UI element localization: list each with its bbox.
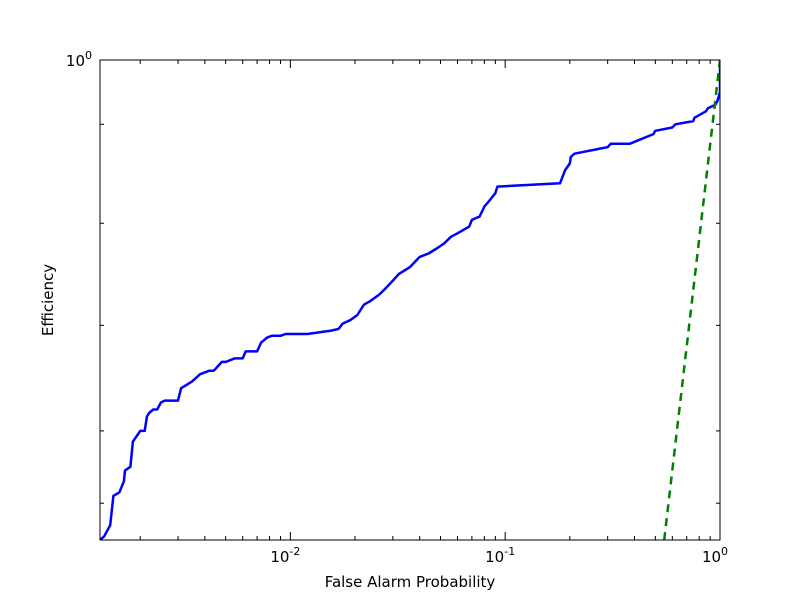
plot-frame: [99, 59, 721, 541]
x-axis-label: False Alarm Probability: [325, 573, 496, 591]
series-2-line: [662, 60, 720, 540]
y-tick-label: 100: [66, 49, 92, 70]
x-tick-label: 10-1: [485, 545, 515, 566]
plot-area: [100, 60, 720, 540]
x-tick-label: 100: [702, 545, 728, 566]
x-tick-label: 10-2: [270, 545, 300, 566]
tick-layer: 10-2 10-1 100 100: [66, 49, 728, 566]
series-1-line: [100, 60, 720, 540]
y-axis-label: Efficiency: [39, 264, 57, 336]
